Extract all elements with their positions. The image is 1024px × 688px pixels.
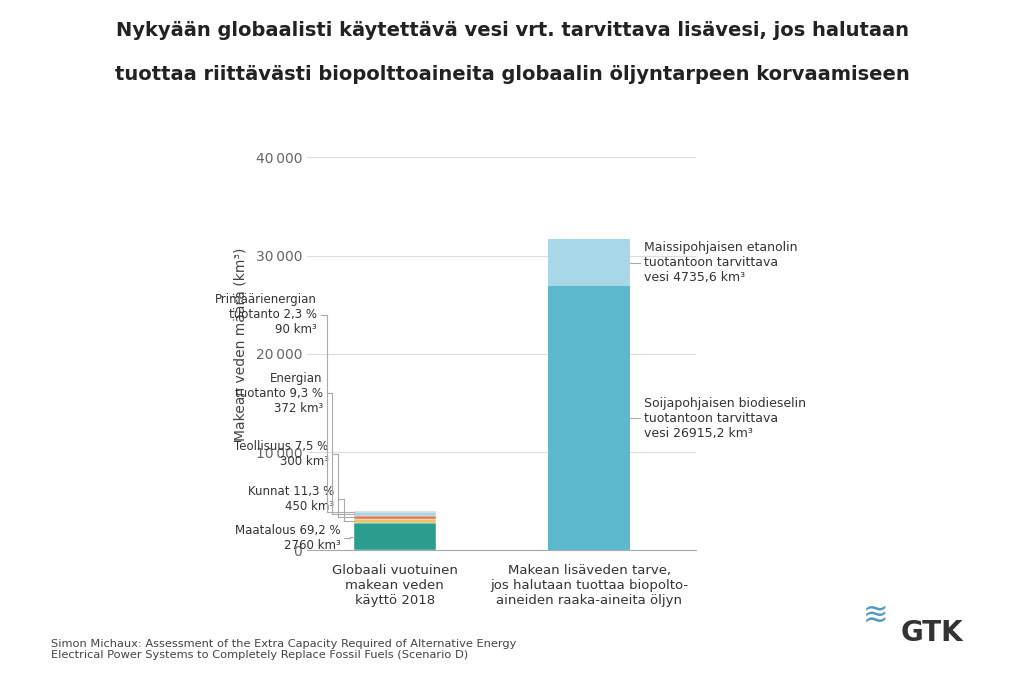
Text: Simon Michaux: Assessment of the Extra Capacity Required of Alternative Energy
E: Simon Michaux: Assessment of the Extra C… [51, 639, 516, 660]
Bar [354, 519, 435, 524]
Bar [354, 513, 435, 516]
Text: GTK: GTK [901, 619, 964, 647]
Bar [354, 511, 435, 513]
Bar [549, 286, 630, 550]
Text: Primäärienergian
tuotanto 2,3 %
90 km³: Primäärienergian tuotanto 2,3 % 90 km³ [215, 293, 317, 336]
Bar [354, 516, 435, 519]
Text: Soijapohjaisen biodieselin
tuotantoon tarvittava
vesi 26915,2 km³: Soijapohjaisen biodieselin tuotantoon ta… [644, 396, 806, 440]
Bar [354, 524, 435, 550]
Text: Maissipohjaisen etanolin
tuotantoon tarvittava
vesi 4735,6 km³: Maissipohjaisen etanolin tuotantoon tarv… [644, 241, 798, 284]
Text: Energian
tuotanto 9,3 %
372 km³: Energian tuotanto 9,3 % 372 km³ [234, 372, 323, 415]
Text: ≋: ≋ [863, 601, 888, 630]
Text: Maatalous 69,2 %
2760 km³: Maatalous 69,2 % 2760 km³ [234, 524, 340, 552]
Bar [549, 239, 630, 286]
Y-axis label: Makean veden määrä (km³): Makean veden määrä (km³) [233, 247, 248, 441]
Text: tuottaa riittävästi biopolttoaineita globaalin öljyntarpeen korvaamiseen: tuottaa riittävästi biopolttoaineita glo… [115, 65, 909, 85]
Text: Teollisuus 7,5 %
300 km³: Teollisuus 7,5 % 300 km³ [234, 440, 329, 468]
Text: Nykyään globaalisti käytettävä vesi vrt. tarvittava lisävesi, jos halutaan: Nykyään globaalisti käytettävä vesi vrt.… [116, 21, 908, 40]
Text: Kunnat 11,3 %
450 km³: Kunnat 11,3 % 450 km³ [248, 485, 335, 513]
